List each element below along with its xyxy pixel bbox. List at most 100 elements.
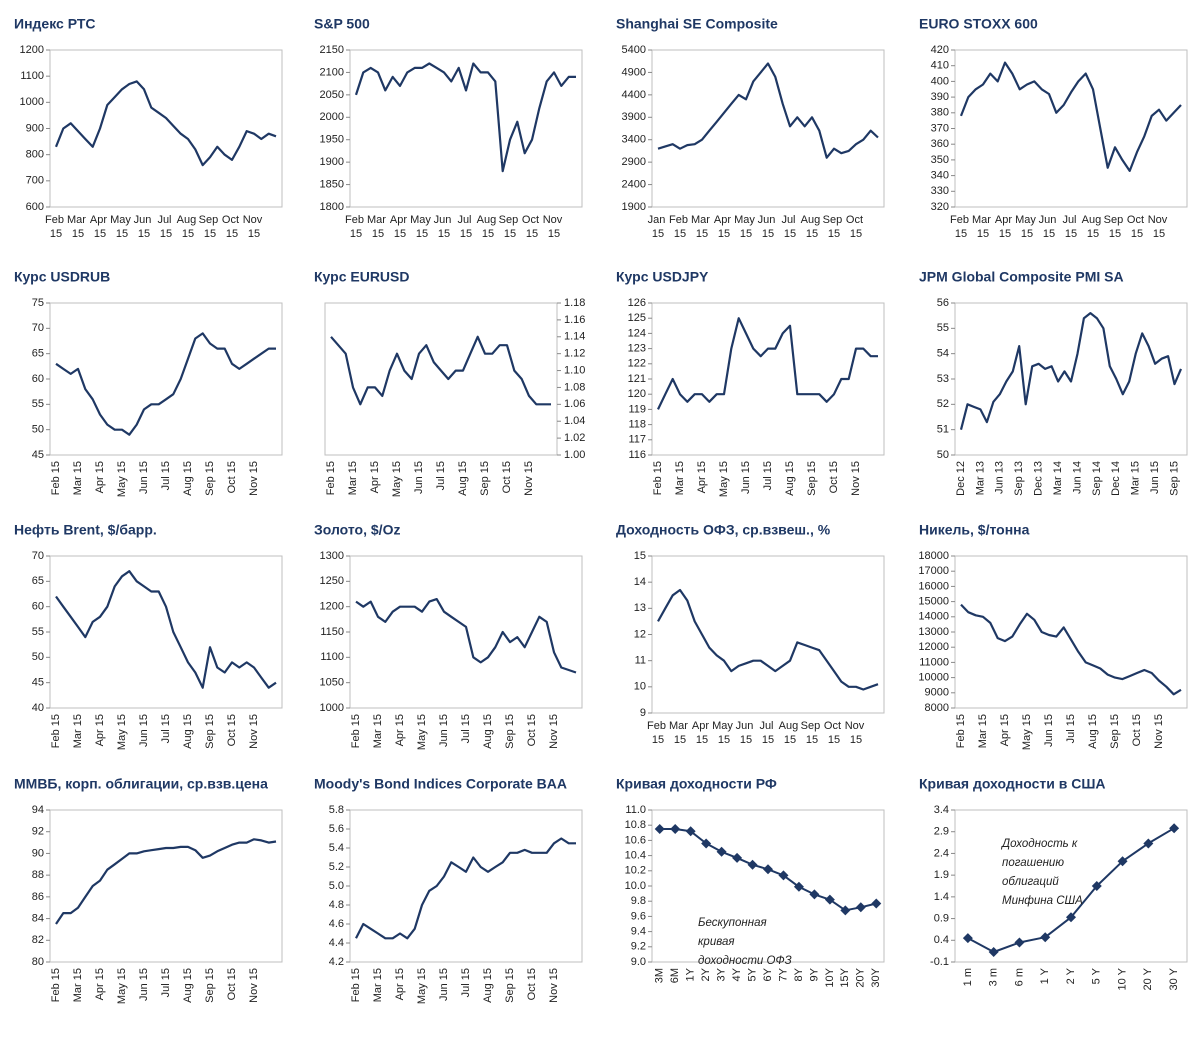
y-tick-label: 10.2 — [625, 865, 646, 877]
y-tick-label: 2100 — [320, 66, 344, 78]
x-tick-label: Dec 14 — [1110, 461, 1122, 496]
data-point — [809, 889, 820, 900]
y-tick-label: 92 — [32, 826, 44, 838]
y-tick-label: 1.16 — [564, 314, 585, 326]
y-tick-label: 10.8 — [625, 819, 646, 831]
y-tick-label: 0.4 — [934, 934, 949, 946]
y-tick-label: 3900 — [622, 111, 646, 123]
x-tick-label: Aug 15 — [182, 461, 194, 496]
x-tick-label: 30Y — [870, 967, 882, 987]
x-tick-label: Nov 15 — [523, 461, 535, 496]
x-tick-label: Sep 15 — [204, 461, 216, 496]
chart-title: Золото, $/Oz — [314, 522, 400, 538]
x-tick-label: Apr 15 — [995, 214, 1015, 240]
chart-title: S&P 500 — [314, 16, 370, 32]
y-tick-label: 10.4 — [625, 850, 646, 862]
chart-title: Курс USDRUB — [14, 269, 110, 285]
y-tick-label: 900 — [26, 122, 44, 134]
y-tick-label: 40 — [32, 702, 44, 714]
data-line — [55, 838, 277, 925]
y-tick-label: 123 — [628, 343, 646, 355]
x-tick-label: Jul 15 — [1062, 214, 1079, 240]
x-tick-label: Jul 15 — [460, 714, 472, 743]
y-tick-label: 380 — [931, 107, 949, 119]
y-tick-label: 4900 — [622, 66, 646, 78]
y-tick-label: 4.2 — [329, 956, 344, 968]
x-tick-label: Mar 15 — [72, 461, 84, 495]
data-line — [330, 335, 551, 406]
plot-area — [651, 555, 885, 714]
x-tick-label: Jul 15 — [759, 720, 776, 746]
x-tick-label: Sep 15 — [504, 714, 516, 749]
x-tick-label: 2Y — [700, 967, 712, 981]
x-tick-label: Jan 15 — [648, 214, 669, 240]
y-tick-label: 84 — [32, 912, 44, 924]
chart-title: JPM Global Composite PMI SA — [919, 269, 1124, 285]
x-tick-label: Feb 15 — [652, 461, 664, 495]
y-tick-label: 14000 — [918, 611, 949, 623]
x-tick-label: Mar 15 — [1130, 461, 1142, 495]
x-tick-label: 6 m — [1013, 968, 1025, 986]
x-tick-label: Aug 15 — [482, 968, 494, 1003]
data-line — [960, 603, 1182, 696]
x-tick-label: Mar 15 — [972, 214, 994, 240]
y-tick-label: 5.0 — [329, 880, 344, 892]
x-tick-label: Apr 15 — [394, 968, 406, 1000]
plot-area — [954, 555, 1188, 709]
y-tick-label: 1.02 — [564, 432, 585, 444]
y-tick-label: 2000 — [320, 111, 344, 123]
y-tick-label: 124 — [628, 327, 646, 339]
x-tick-label: Apr 15 — [369, 461, 381, 493]
x-tick-label: Nov 15 — [845, 720, 868, 746]
x-tick-label: 1 m — [962, 968, 974, 986]
x-tick-label: Feb 15 — [647, 720, 669, 746]
y-tick-label: 50 — [937, 449, 949, 461]
data-point — [1169, 823, 1180, 834]
x-tick-label: Sep 15 — [199, 214, 222, 240]
x-tick-label: Sep 15 — [806, 461, 818, 496]
y-tick-label: 4.6 — [329, 918, 344, 930]
x-tick-label: 7Y — [777, 967, 789, 981]
y-tick-label: 1900 — [320, 156, 344, 168]
x-tick-label: Mar 15 — [72, 968, 84, 1002]
y-tick-label: 10000 — [918, 672, 949, 684]
x-tick-label: Dec 13 — [1033, 461, 1045, 496]
y-tick-label: 3400 — [622, 134, 646, 146]
x-tick-label: Feb 15 — [950, 214, 972, 240]
data-line — [55, 570, 277, 689]
data-point — [1117, 856, 1128, 867]
y-tick-label: 800 — [26, 149, 44, 161]
x-tick-label: Apr 15 — [90, 214, 110, 240]
x-tick-label: Nov 15 — [248, 968, 260, 1003]
x-tick-label: Nov 15 — [1153, 714, 1165, 749]
y-tick-label: 700 — [26, 175, 44, 187]
y-tick-label: 75 — [32, 297, 44, 309]
x-tick-label: Mar 15 — [669, 720, 691, 746]
y-tick-label: 1.18 — [564, 297, 585, 309]
x-tick-label: 5 Y — [1091, 967, 1103, 984]
plot-area — [49, 809, 283, 963]
y-tick-label: 50 — [32, 651, 44, 663]
plot-area — [651, 809, 885, 963]
x-tick-label: 2 Y — [1065, 967, 1077, 984]
chart-title: Индекс РТС — [14, 16, 96, 32]
chart-title: Курс USDJPY — [616, 269, 709, 285]
x-tick-label: Jul 15 — [435, 461, 447, 490]
y-tick-label: 1200 — [320, 601, 344, 613]
y-tick-label: 9.6 — [631, 910, 646, 922]
x-tick-label: May 15 — [116, 968, 128, 1004]
x-tick-label: 3 m — [988, 968, 1000, 986]
data-line — [657, 62, 879, 159]
y-tick-label: 13000 — [918, 626, 949, 638]
plot-area — [651, 49, 885, 208]
x-tick-label: Jun 13 — [994, 461, 1006, 494]
x-tick-label: Apr 15 — [94, 461, 106, 493]
y-tick-label: 8000 — [925, 702, 949, 714]
chart-panel: Золото, $/Oz 1000 1050 1100 1150 1200 1250 1300… — [314, 522, 583, 750]
y-tick-label: 410 — [931, 60, 949, 72]
y-tick-label: 9 — [640, 707, 646, 719]
y-tick-label: 45 — [32, 677, 44, 689]
x-tick-label: Aug 15 — [182, 714, 194, 749]
x-tick-label: Oct 15 — [1127, 214, 1147, 240]
y-tick-label: 11.0 — [625, 804, 646, 816]
